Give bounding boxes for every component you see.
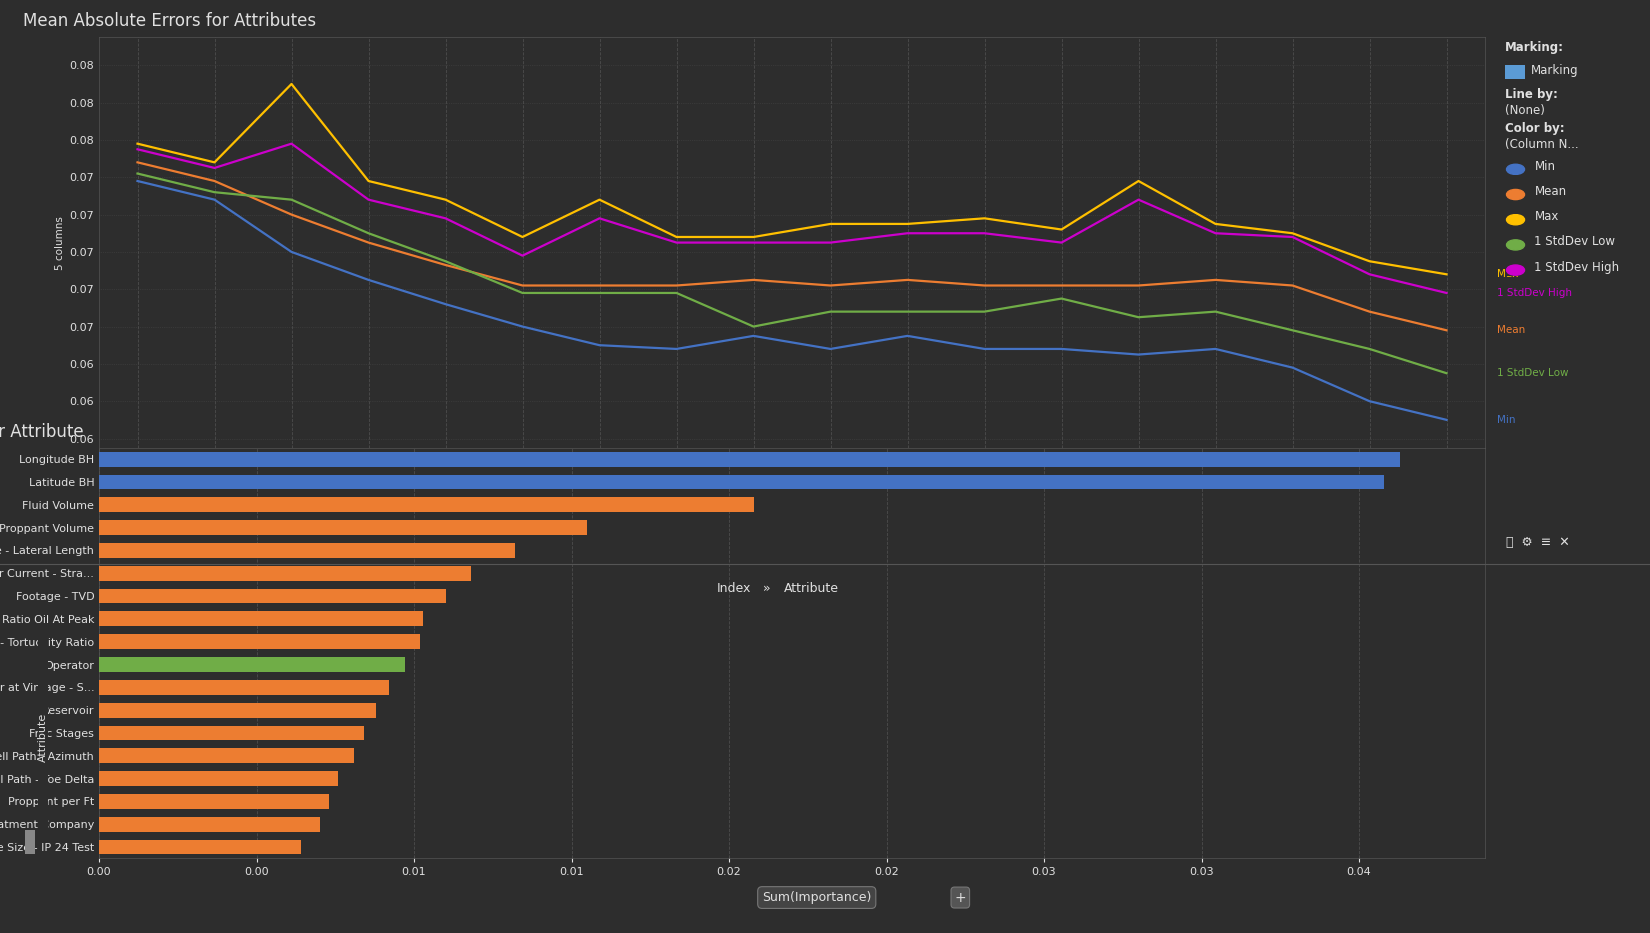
Text: 18: 18 <box>1440 493 1454 502</box>
Bar <box>99 475 1384 490</box>
Text: »: » <box>759 582 771 595</box>
Text: 1 StdDev Low: 1 StdDev Low <box>1497 369 1567 378</box>
Text: 11: 11 <box>901 493 914 502</box>
Text: 1 StdDev High: 1 StdDev High <box>1497 288 1571 298</box>
Bar <box>99 726 363 741</box>
Text: Marking: Marking <box>1531 63 1579 77</box>
Text: 10: 10 <box>823 493 837 502</box>
Text: Attribute: Attribute <box>784 582 838 595</box>
Text: 1 StdDev Low: 1 StdDev Low <box>1534 235 1615 248</box>
Text: 16: 16 <box>1285 493 1299 502</box>
Text: Importance per Attribute: Importance per Attribute <box>0 423 84 440</box>
Bar <box>99 611 424 626</box>
Bar <box>99 521 587 535</box>
Text: 7: 7 <box>596 493 602 502</box>
Text: 14: 14 <box>1132 493 1145 502</box>
Bar <box>99 748 355 763</box>
Circle shape <box>1506 265 1525 275</box>
Text: 4: 4 <box>365 493 371 502</box>
Bar <box>99 452 1399 466</box>
Bar <box>99 589 446 604</box>
Bar <box>99 497 754 512</box>
Bar <box>99 703 376 717</box>
Bar <box>99 543 515 558</box>
Text: (None): (None) <box>1505 104 1544 117</box>
Text: +: + <box>954 890 967 905</box>
Text: Index: Index <box>716 582 751 595</box>
Text: Attribute: Attribute <box>38 713 48 761</box>
Bar <box>99 565 470 580</box>
Text: Max: Max <box>1497 270 1518 279</box>
Bar <box>99 657 404 672</box>
Text: Mean: Mean <box>1534 185 1566 198</box>
Bar <box>99 771 338 786</box>
Text: 6: 6 <box>520 493 526 502</box>
Bar <box>99 634 421 649</box>
Text: 17: 17 <box>1363 493 1376 502</box>
Text: 8: 8 <box>673 493 680 502</box>
Text: 9: 9 <box>751 493 757 502</box>
Text: 1: 1 <box>134 493 140 502</box>
Text: Min: Min <box>1497 415 1515 425</box>
Y-axis label: 5 columns: 5 columns <box>54 216 66 270</box>
Circle shape <box>1506 240 1525 250</box>
Text: Min: Min <box>1534 160 1556 173</box>
Text: Line by:: Line by: <box>1505 88 1558 101</box>
Text: 13: 13 <box>1054 493 1068 502</box>
Text: 1 StdDev High: 1 StdDev High <box>1534 260 1620 273</box>
Text: 5: 5 <box>442 493 449 502</box>
Text: (Column N...: (Column N... <box>1505 138 1579 151</box>
Circle shape <box>1506 189 1525 200</box>
Text: Mean Absolute Errors for Attributes: Mean Absolute Errors for Attributes <box>23 12 315 30</box>
Text: 15: 15 <box>1209 493 1223 502</box>
Circle shape <box>1506 164 1525 174</box>
Text: 3: 3 <box>289 493 295 502</box>
Bar <box>99 816 320 831</box>
Text: 12: 12 <box>978 493 992 502</box>
Text: ⛶  ⚙  ≡  ✕: ⛶ ⚙ ≡ ✕ <box>1506 536 1571 549</box>
Text: Max: Max <box>1534 210 1559 223</box>
Bar <box>99 680 389 695</box>
Text: Sum(Importance): Sum(Importance) <box>762 891 871 904</box>
Text: 2: 2 <box>211 493 218 502</box>
Text: Mean: Mean <box>1497 326 1525 335</box>
Circle shape <box>1506 215 1525 225</box>
Text: Marking:: Marking: <box>1505 41 1564 54</box>
Bar <box>99 840 300 855</box>
Text: Color by:: Color by: <box>1505 122 1564 135</box>
Bar <box>99 794 328 809</box>
